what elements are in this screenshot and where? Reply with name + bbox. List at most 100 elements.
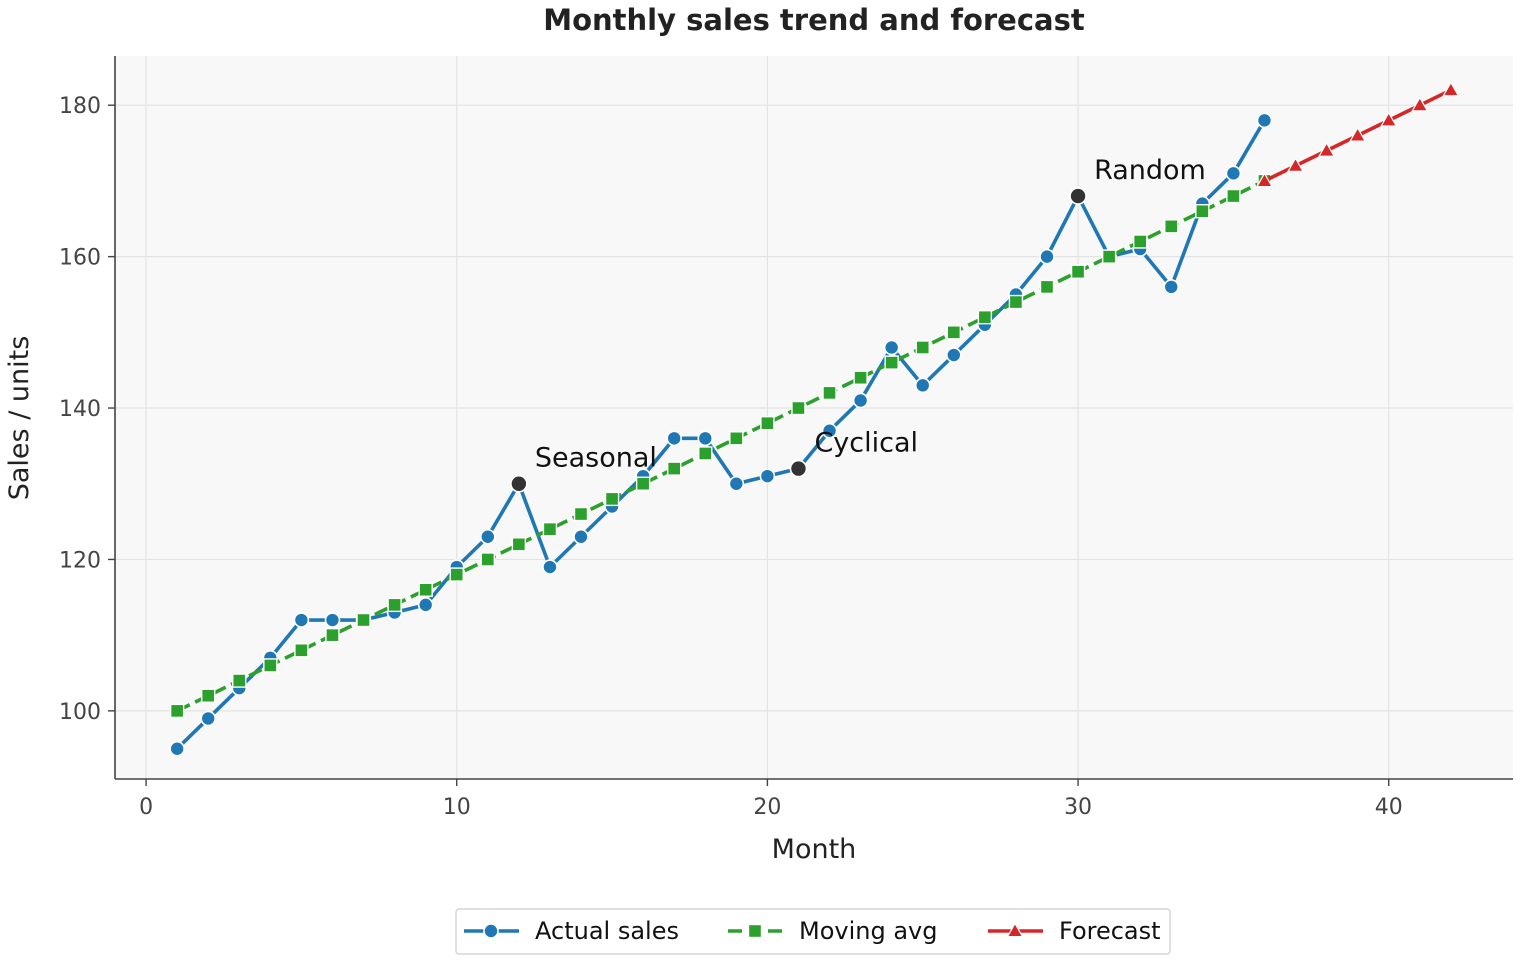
data-point: [760, 415, 775, 431]
annotation-point: [789, 459, 808, 478]
legend-label: Actual sales: [535, 917, 679, 945]
data-point: [573, 506, 589, 522]
data-point: [697, 430, 714, 447]
legend-swatch-marker: [483, 923, 499, 939]
data-point: [232, 673, 247, 688]
data-point: [542, 559, 558, 575]
data-point: [1318, 141, 1336, 157]
y-axis-label: Sales / units: [4, 336, 35, 501]
legend: Actual sales Moving avg Forecast: [455, 908, 1171, 955]
data-point: [511, 537, 527, 552]
data-point: [1225, 165, 1242, 182]
data-point: [1164, 219, 1179, 234]
data-point: [542, 521, 558, 537]
data-point: [729, 431, 744, 446]
data-point: [915, 340, 930, 355]
data-point: [1195, 203, 1210, 219]
data-point: [573, 528, 589, 545]
data-point: [1039, 279, 1055, 295]
legend-item-forecast: Forecast: [988, 917, 1161, 945]
data-point: [1163, 279, 1180, 295]
annotation-point: [510, 474, 528, 493]
series-layer: [169, 81, 1460, 757]
y-tick-label: 180: [59, 94, 101, 119]
series-forecast: [1255, 81, 1460, 188]
data-point: [852, 392, 869, 409]
data-point: [698, 446, 713, 461]
data-point: [1226, 188, 1241, 204]
x-tick-label: 30: [1064, 795, 1092, 820]
annotation-label: Cyclical: [814, 428, 918, 459]
data-point: [791, 400, 806, 416]
data-point: [418, 582, 433, 597]
data-point: [480, 552, 495, 567]
data-point: [1101, 249, 1117, 264]
x-axis-label: Month: [772, 834, 857, 865]
data-point: [1380, 111, 1398, 127]
data-point: [945, 347, 962, 363]
x-tick-label: 0: [139, 795, 153, 820]
data-point: [666, 430, 683, 447]
legend-item-actual-sales: Actual sales: [464, 917, 679, 945]
legend-swatch-marker: [747, 923, 763, 939]
legend-label: Forecast: [1059, 917, 1161, 945]
data-point: [324, 612, 341, 628]
y-tick-label: 160: [59, 246, 101, 271]
annotation-label: Random: [1094, 155, 1206, 186]
data-point: [883, 339, 900, 356]
data-point: [200, 710, 216, 727]
data-point: [449, 567, 464, 582]
grid: [115, 56, 1513, 779]
data-point: [479, 528, 496, 545]
legend-label: Moving avg: [799, 917, 937, 945]
x-tick-label: 40: [1375, 795, 1403, 820]
annotations: Seasonal Cyclical Random: [510, 155, 1206, 493]
data-point: [1286, 157, 1305, 172]
data-point: [200, 688, 216, 703]
data-point: [977, 309, 993, 325]
data-point: [1256, 112, 1273, 129]
data-point: [635, 476, 651, 491]
legend-swatch-marker: [1006, 922, 1024, 938]
data-point: [759, 468, 776, 484]
annotation-point: [1069, 187, 1087, 205]
data-point: [667, 461, 682, 476]
data-point: [1039, 248, 1055, 265]
data-point: [1349, 126, 1367, 142]
data-point: [169, 740, 185, 757]
data-point: [387, 597, 402, 613]
series-moving-avg: [169, 173, 1272, 719]
annotation-label: Seasonal: [535, 443, 657, 474]
data-point: [1008, 294, 1024, 310]
data-point: [1070, 264, 1086, 279]
legend-item-moving-avg: Moving avg: [728, 917, 937, 945]
data-point: [1411, 96, 1429, 112]
data-point: [1255, 172, 1274, 188]
data-point: [293, 612, 310, 628]
x-tick-label: 10: [443, 795, 471, 820]
y-tick-label: 140: [59, 397, 101, 422]
data-point: [1442, 81, 1460, 97]
data-point: [914, 377, 931, 394]
data-point: [356, 612, 371, 628]
data-point: [263, 658, 278, 673]
data-point: [822, 385, 837, 401]
data-point: [294, 643, 309, 658]
data-point: [884, 355, 899, 370]
legend-frame: [455, 908, 1171, 955]
data-point: [946, 325, 961, 340]
data-point: [325, 627, 340, 643]
ticks: 0 10 20 30 40 100 120 140 160 180: [59, 94, 1403, 820]
plot-background: [115, 56, 1513, 779]
data-point: [728, 475, 745, 492]
data-point: [853, 370, 868, 385]
data-point: [1132, 234, 1148, 249]
chart-title: Monthly sales trend and forecast: [543, 3, 1085, 37]
data-point: [604, 491, 620, 507]
data-point: [417, 597, 434, 613]
y-tick-label: 100: [59, 700, 101, 725]
x-tick-label: 20: [753, 795, 781, 820]
data-point: [169, 703, 185, 719]
y-tick-label: 120: [59, 548, 101, 573]
